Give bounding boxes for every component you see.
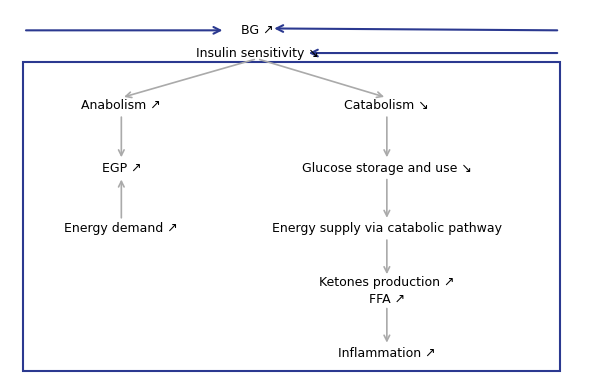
Text: Inflammation ↗: Inflammation ↗ (338, 347, 436, 360)
Text: Glucose storage and use ↘: Glucose storage and use ↘ (302, 162, 472, 175)
Text: Insulin sensitivity ↘: Insulin sensitivity ↘ (196, 47, 319, 59)
Text: Energy supply via catabolic pathway: Energy supply via catabolic pathway (272, 222, 502, 235)
Bar (23, 63, 560, 371)
Text: Anabolism ↗: Anabolism ↗ (81, 100, 161, 112)
Text: Energy demand ↗: Energy demand ↗ (64, 222, 178, 235)
Text: EGP ↗: EGP ↗ (101, 162, 141, 175)
Text: BG ↗: BG ↗ (241, 24, 273, 37)
Text: Ketones production ↗
FFA ↗: Ketones production ↗ FFA ↗ (319, 276, 455, 306)
Text: Catabolism ↘: Catabolism ↘ (345, 100, 429, 112)
